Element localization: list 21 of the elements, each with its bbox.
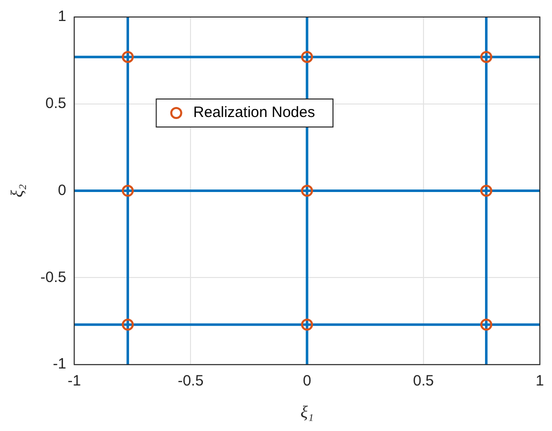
point [301, 184, 314, 197]
point [480, 184, 492, 197]
x-tick-label: -0.5 [178, 372, 204, 390]
point [122, 50, 134, 63]
x-tick-label: 0.5 [413, 372, 434, 390]
y-tick-label: -0.5 [40, 268, 66, 286]
x-axis-title: ξ₁ [300, 402, 314, 422]
y-tick-label: -1 [52, 356, 66, 373]
point [480, 318, 492, 331]
y-axis-title: ξ₂ [8, 184, 27, 198]
point [301, 50, 314, 63]
point [122, 184, 134, 197]
y-tick-label: 0 [58, 182, 66, 199]
point [301, 318, 314, 331]
legend-label: Realization Nodes [193, 104, 315, 122]
point [480, 50, 492, 63]
x-tick-label: 0 [302, 372, 312, 390]
y-tick-label: 1 [58, 8, 66, 26]
y-tick-label: 0.5 [45, 95, 66, 112]
point [122, 318, 134, 331]
x-tick-label: 1 [536, 372, 544, 390]
